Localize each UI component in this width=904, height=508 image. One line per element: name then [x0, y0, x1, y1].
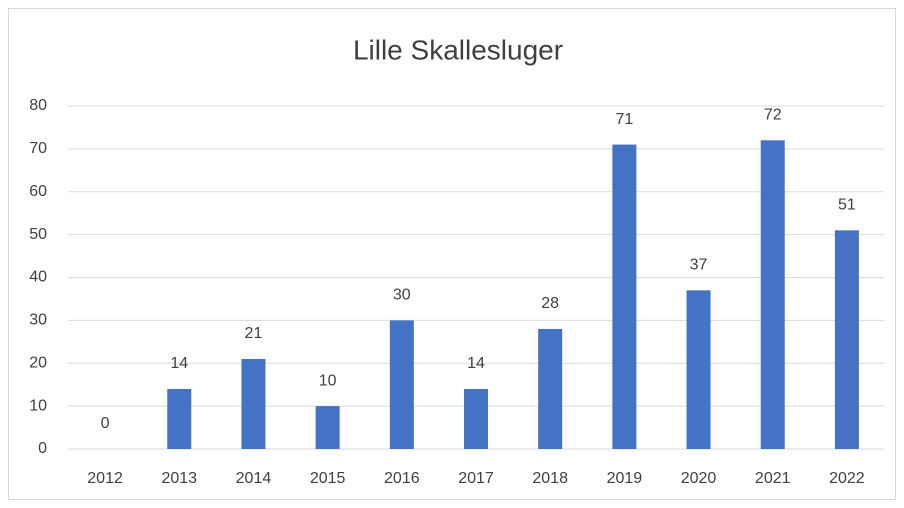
x-tick-label: 2015 — [310, 470, 346, 487]
x-tick-label: 2022 — [829, 470, 865, 487]
y-tick-label: 20 — [29, 354, 47, 371]
bar — [612, 144, 637, 449]
chart-title: Lille Skallesluger — [353, 34, 563, 65]
y-tick-label: 60 — [29, 183, 47, 200]
y-tick-label: 40 — [29, 269, 47, 286]
x-tick-label: 2016 — [384, 470, 420, 487]
bar — [241, 358, 266, 449]
data-label: 72 — [764, 107, 782, 124]
x-tick-label: 2014 — [236, 470, 272, 487]
bar — [167, 388, 192, 449]
x-tick-label: 2017 — [458, 470, 494, 487]
bar — [389, 320, 414, 449]
bar — [760, 140, 785, 450]
data-label: 14 — [467, 355, 485, 372]
y-tick-label: 10 — [29, 397, 47, 414]
data-label: 21 — [245, 325, 263, 342]
data-label: 28 — [541, 295, 559, 312]
data-label: 51 — [838, 197, 856, 214]
y-tick-label: 50 — [29, 226, 47, 243]
data-label: 14 — [170, 355, 188, 372]
x-tick-label: 2018 — [532, 470, 568, 487]
bar — [464, 388, 488, 449]
y-tick-label: 30 — [29, 312, 47, 329]
x-tick-label: 2020 — [681, 470, 717, 487]
x-tick-label: 2019 — [607, 470, 643, 487]
chart-frame — [8, 8, 896, 500]
data-label: 30 — [393, 287, 411, 304]
y-tick-label: 80 — [29, 97, 47, 114]
x-tick-label: 2013 — [161, 470, 197, 487]
x-tick-label: 2012 — [87, 470, 123, 487]
y-tick-label: 0 — [38, 440, 47, 457]
data-label: 37 — [690, 257, 708, 274]
data-label: 10 — [319, 372, 337, 389]
y-tick-label: 70 — [29, 140, 47, 157]
bar — [686, 290, 711, 449]
bar — [315, 406, 340, 449]
bar — [834, 230, 859, 449]
data-label: 71 — [615, 111, 633, 128]
data-label: 0 — [101, 415, 110, 432]
x-tick-label: 2021 — [755, 470, 791, 487]
bar — [538, 328, 563, 449]
